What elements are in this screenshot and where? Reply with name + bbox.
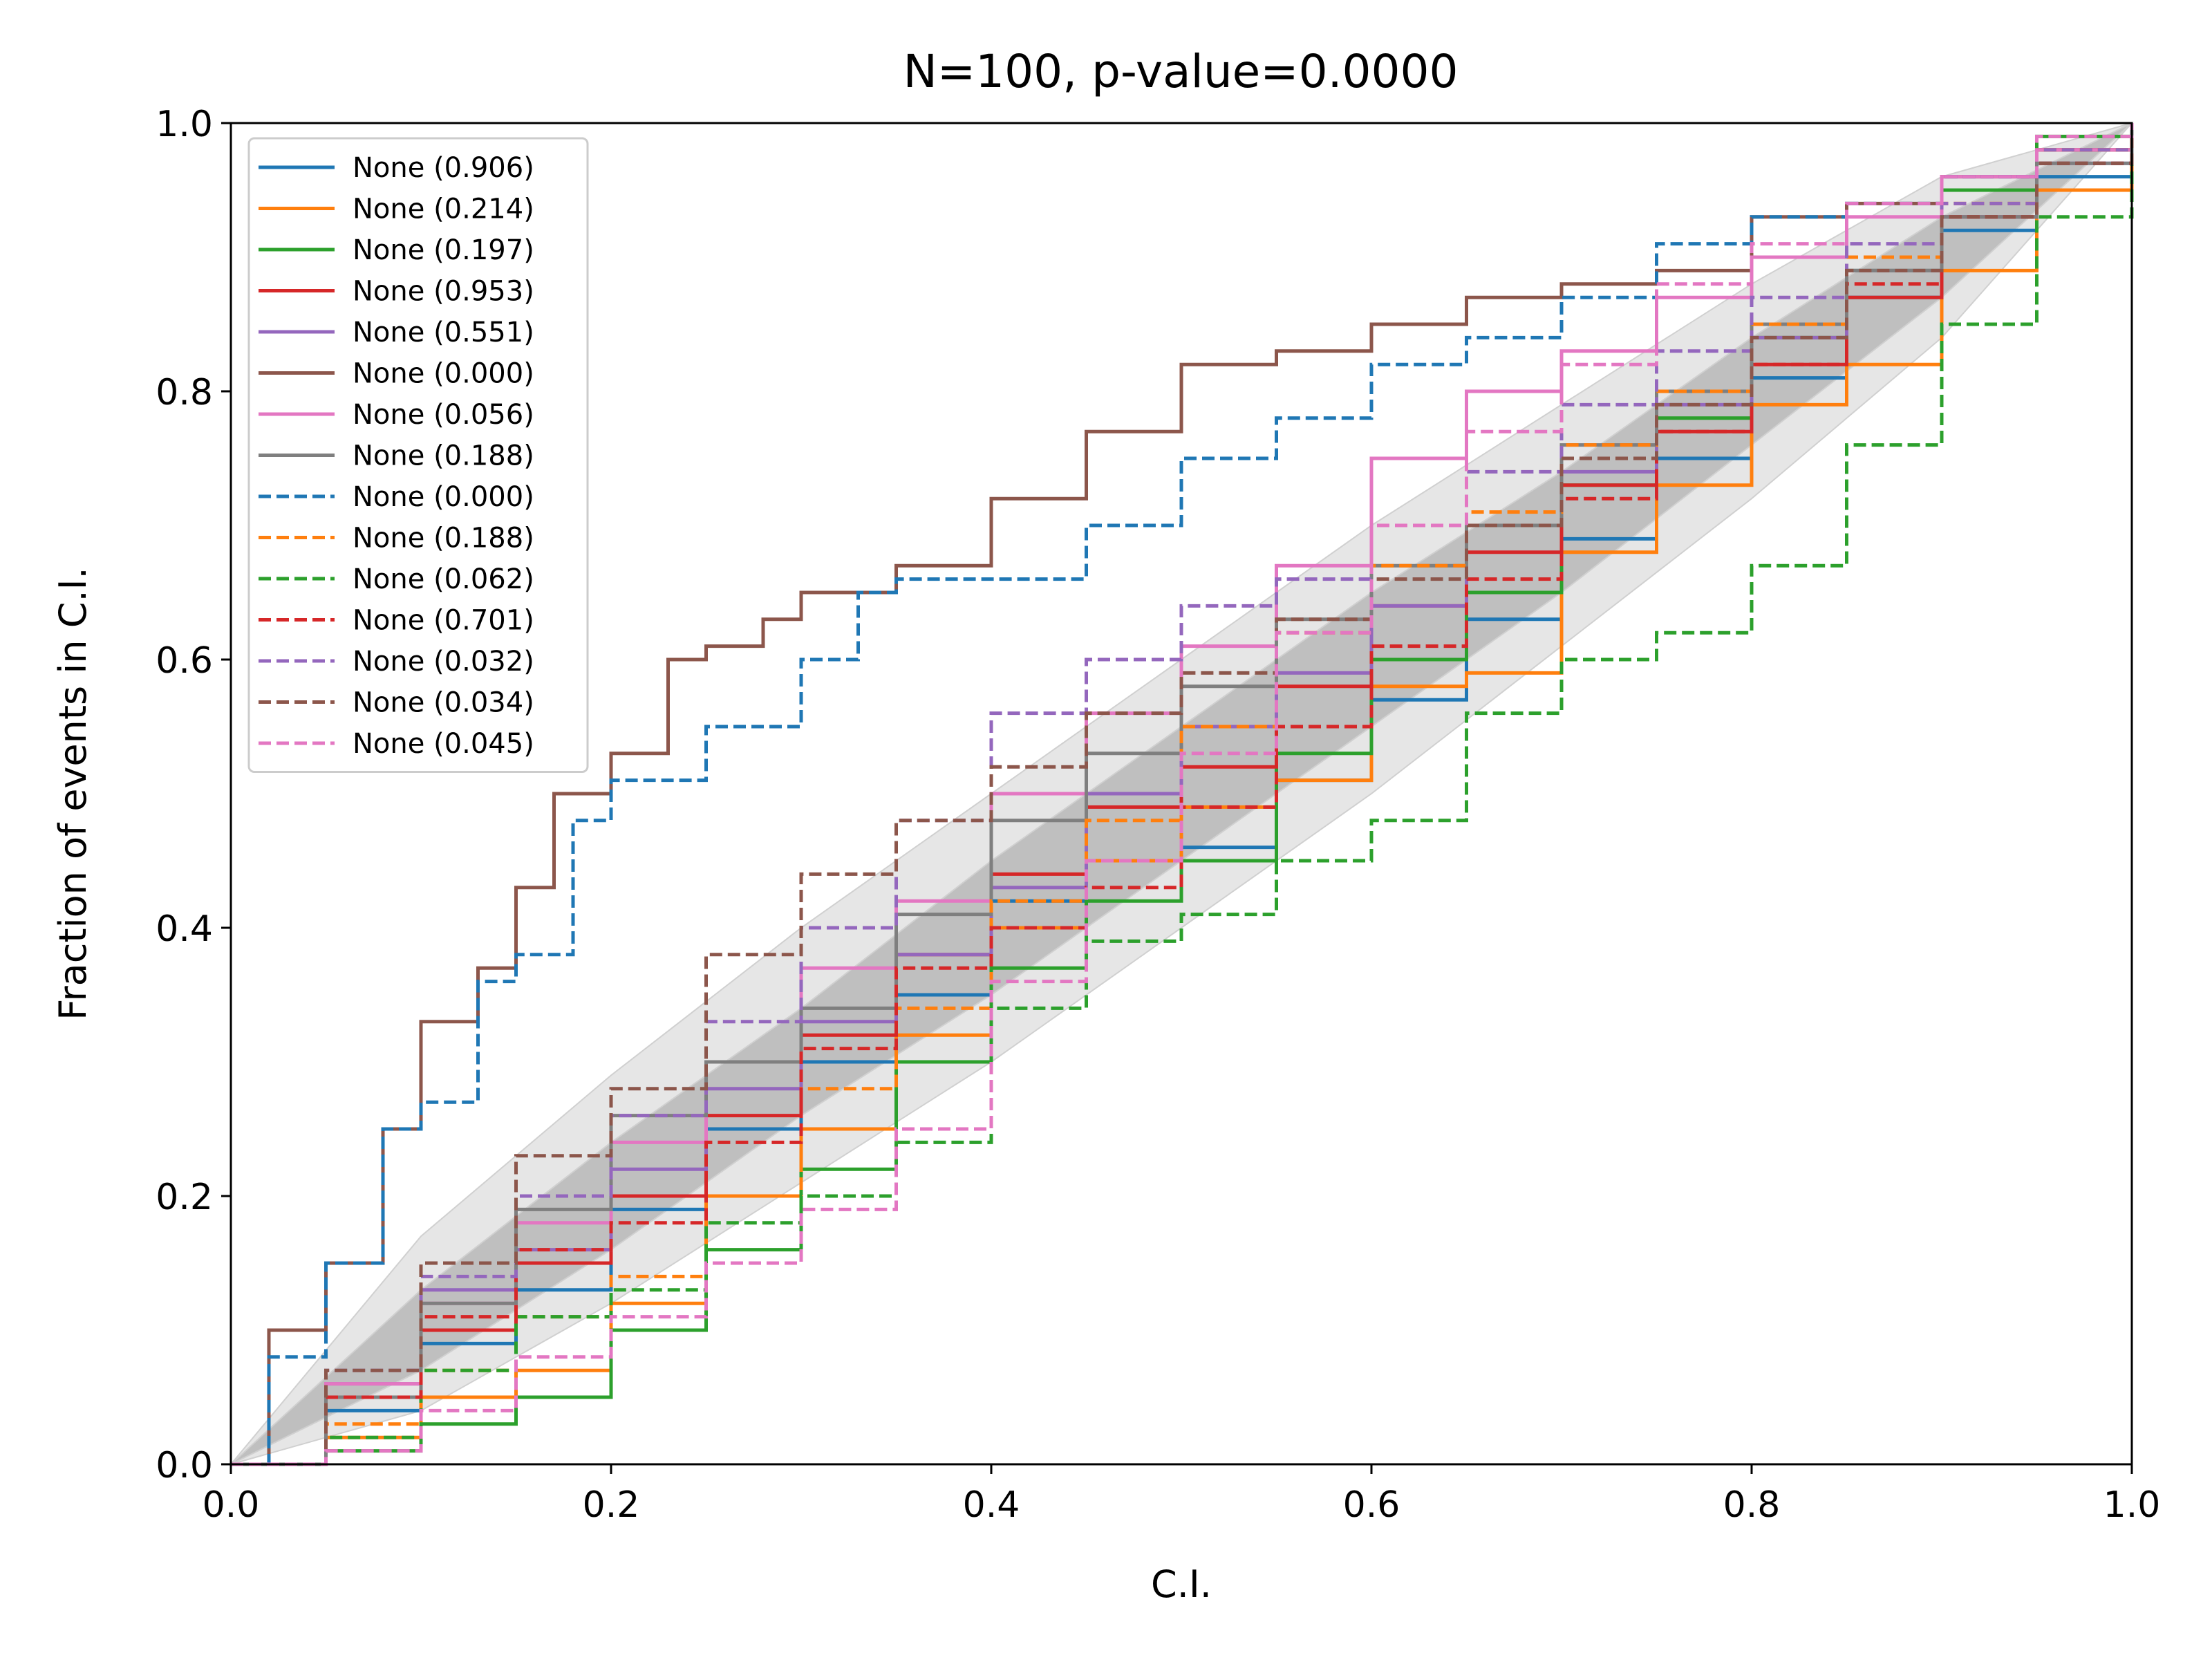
- legend-label: None (0.062): [353, 563, 534, 595]
- legend-label: None (0.701): [353, 605, 534, 637]
- x-tick-label: 0.8: [1723, 1484, 1781, 1526]
- legend-label: None (0.953): [353, 276, 534, 308]
- y-tick-label: 0.4: [156, 908, 213, 950]
- series-line-14: [231, 123, 2134, 1466]
- y-tick-label: 0.6: [156, 640, 213, 682]
- legend-box: [247, 137, 589, 773]
- x-tick-label: 0.6: [1343, 1484, 1400, 1526]
- legend-label: None (0.188): [353, 523, 534, 554]
- series-line-11: [231, 123, 2134, 1466]
- legend-label: None (0.551): [353, 317, 534, 348]
- legend: None (0.906) None (0.214) None (0.197) None…: [247, 137, 589, 773]
- series-lines: [231, 123, 2134, 1466]
- legend-label: None (0.906): [353, 152, 534, 184]
- series-line-15: [231, 123, 2134, 1466]
- legend-label: None (0.214): [353, 194, 534, 225]
- y-axis: 0.0 0.2 0.4 0.6 0.8 1.0: [156, 104, 231, 1486]
- x-axis-label: C.I.: [1151, 1562, 1212, 1606]
- x-tick-label: 1.0: [2103, 1484, 2161, 1526]
- y-tick-label: 0.8: [156, 372, 213, 413]
- legend-label: None (0.000): [353, 358, 534, 390]
- legend-label: None (0.000): [353, 481, 534, 513]
- y-tick-label: 0.0: [156, 1445, 213, 1486]
- x-tick-label: 0.2: [583, 1484, 640, 1526]
- legend-label: None (0.045): [353, 728, 534, 760]
- series-line-13: [231, 123, 2134, 1466]
- y-axis-label: Fraction of events in C.I.: [51, 567, 95, 1020]
- legend-label: None (0.032): [353, 646, 534, 678]
- x-axis: 0.0 0.2 0.4 0.6 0.8 1.0: [203, 1464, 2161, 1526]
- legend-label: None (0.188): [353, 440, 534, 472]
- plot-frame: [229, 122, 2133, 1466]
- legend-label: None (0.197): [353, 234, 534, 266]
- x-tick-label: 0.4: [963, 1484, 1020, 1526]
- chart-title: N=100, p-value=0.0000: [903, 45, 1458, 98]
- y-tick-label: 1.0: [156, 104, 213, 145]
- y-tick-label: 0.2: [156, 1177, 213, 1218]
- x-tick-label: 0.0: [203, 1484, 260, 1526]
- legend-label: None (0.034): [353, 687, 534, 719]
- legend-label: None (0.056): [353, 399, 534, 431]
- series-line-9: [231, 123, 2134, 1466]
